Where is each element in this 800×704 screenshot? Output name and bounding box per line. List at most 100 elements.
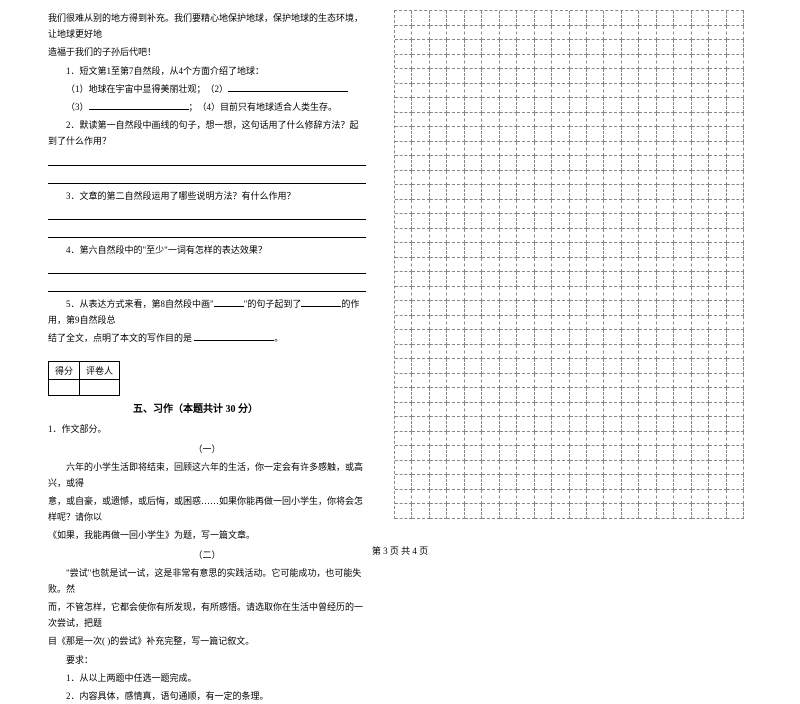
grid-cell[interactable] — [587, 98, 604, 113]
grid-cell[interactable] — [482, 490, 499, 505]
grid-cell[interactable] — [412, 403, 429, 418]
grid-cell[interactable] — [500, 11, 517, 26]
grid-cell[interactable] — [709, 417, 726, 432]
grid-cell[interactable] — [604, 185, 621, 200]
grid-cell[interactable] — [692, 504, 709, 519]
grid-cell[interactable] — [500, 214, 517, 229]
grid-cell[interactable] — [727, 171, 744, 186]
grid-cell[interactable] — [639, 359, 656, 374]
grid-cell[interactable] — [587, 330, 604, 345]
grid-cell[interactable] — [500, 127, 517, 142]
grid-cell[interactable] — [570, 417, 587, 432]
grid-cell[interactable] — [500, 432, 517, 447]
grid-cell[interactable] — [570, 243, 587, 258]
grid-cell[interactable] — [430, 388, 447, 403]
grid-cell[interactable] — [727, 55, 744, 70]
grader-cell[interactable] — [80, 380, 120, 396]
grid-cell[interactable] — [395, 374, 412, 389]
grid-cell[interactable] — [604, 98, 621, 113]
grid-cell[interactable] — [587, 417, 604, 432]
grid-cell[interactable] — [587, 55, 604, 70]
grid-cell[interactable] — [674, 156, 691, 171]
grid-cell[interactable] — [622, 359, 639, 374]
grid-cell[interactable] — [622, 11, 639, 26]
grid-cell[interactable] — [604, 330, 621, 345]
grid-cell[interactable] — [674, 504, 691, 519]
grid-cell[interactable] — [587, 26, 604, 41]
grid-cell[interactable] — [465, 258, 482, 273]
grid-cell[interactable] — [412, 446, 429, 461]
grid-cell[interactable] — [639, 301, 656, 316]
grid-cell[interactable] — [482, 127, 499, 142]
grid-cell[interactable] — [430, 475, 447, 490]
grid-cell[interactable] — [570, 142, 587, 157]
grid-cell[interactable] — [657, 504, 674, 519]
grid-cell[interactable] — [709, 142, 726, 157]
q4-answer-line-2[interactable] — [48, 278, 366, 292]
grid-cell[interactable] — [535, 359, 552, 374]
grid-cell[interactable] — [622, 200, 639, 215]
grid-cell[interactable] — [465, 461, 482, 476]
grid-cell[interactable] — [709, 11, 726, 26]
grid-cell[interactable] — [500, 446, 517, 461]
grid-cell[interactable] — [604, 156, 621, 171]
grid-cell[interactable] — [535, 69, 552, 84]
grid-cell[interactable] — [674, 432, 691, 447]
grid-cell[interactable] — [465, 214, 482, 229]
grid-cell[interactable] — [517, 113, 534, 128]
grid-cell[interactable] — [709, 490, 726, 505]
grid-cell[interactable] — [622, 214, 639, 229]
grid-cell[interactable] — [570, 374, 587, 389]
grid-cell[interactable] — [692, 403, 709, 418]
grid-cell[interactable] — [570, 359, 587, 374]
grid-cell[interactable] — [604, 461, 621, 476]
grid-cell[interactable] — [727, 490, 744, 505]
grid-cell[interactable] — [430, 504, 447, 519]
grid-cell[interactable] — [395, 98, 412, 113]
grid-cell[interactable] — [552, 84, 569, 99]
grid-cell[interactable] — [570, 316, 587, 331]
grid-cell[interactable] — [395, 504, 412, 519]
grid-cell[interactable] — [482, 84, 499, 99]
grid-cell[interactable] — [517, 301, 534, 316]
grid-cell[interactable] — [500, 504, 517, 519]
grid-cell[interactable] — [535, 214, 552, 229]
grid-cell[interactable] — [500, 374, 517, 389]
grid-cell[interactable] — [482, 142, 499, 157]
grid-cell[interactable] — [517, 388, 534, 403]
grid-cell[interactable] — [570, 301, 587, 316]
grid-cell[interactable] — [430, 316, 447, 331]
grid-cell[interactable] — [465, 142, 482, 157]
grid-cell[interactable] — [535, 113, 552, 128]
grid-cell[interactable] — [692, 26, 709, 41]
grid-cell[interactable] — [465, 490, 482, 505]
grid-cell[interactable] — [604, 200, 621, 215]
grid-cell[interactable] — [657, 200, 674, 215]
grid-cell[interactable] — [674, 446, 691, 461]
grid-cell[interactable] — [692, 127, 709, 142]
grid-cell[interactable] — [482, 403, 499, 418]
grid-cell[interactable] — [517, 214, 534, 229]
grid-cell[interactable] — [465, 156, 482, 171]
grid-cell[interactable] — [657, 417, 674, 432]
grid-cell[interactable] — [447, 11, 464, 26]
grid-cell[interactable] — [587, 200, 604, 215]
grid-cell[interactable] — [465, 11, 482, 26]
grid-cell[interactable] — [709, 243, 726, 258]
grid-cell[interactable] — [465, 84, 482, 99]
grid-cell[interactable] — [639, 171, 656, 186]
grid-cell[interactable] — [412, 11, 429, 26]
grid-cell[interactable] — [430, 200, 447, 215]
grid-cell[interactable] — [604, 490, 621, 505]
grid-cell[interactable] — [412, 417, 429, 432]
grid-cell[interactable] — [622, 301, 639, 316]
grid-cell[interactable] — [674, 142, 691, 157]
grid-cell[interactable] — [692, 359, 709, 374]
grid-cell[interactable] — [727, 432, 744, 447]
grid-cell[interactable] — [692, 243, 709, 258]
grid-cell[interactable] — [447, 243, 464, 258]
grid-cell[interactable] — [447, 345, 464, 360]
grid-cell[interactable] — [639, 55, 656, 70]
grid-cell[interactable] — [657, 171, 674, 186]
grid-cell[interactable] — [395, 171, 412, 186]
